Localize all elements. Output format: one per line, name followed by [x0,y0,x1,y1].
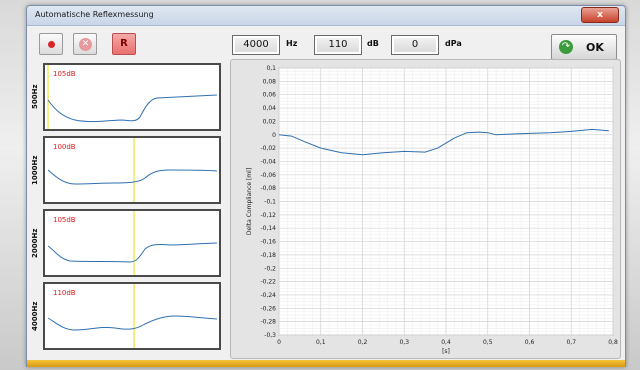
y-tick-label: -0,06 [260,172,276,179]
mini-plot-level: 110dB [53,289,76,297]
progress-bar [27,360,625,367]
y-tick-label: -0,08 [260,185,276,192]
pressure-display: 0 [391,35,439,55]
mini-plot-1000hz: 100dB [43,136,221,204]
ok-arrow-icon: ↷ [559,40,573,54]
mini-plot-1000hz-svg [47,138,218,202]
x-tick-label: 0,5 [483,339,493,346]
x-tick-label: 0,3 [399,339,409,346]
ok-label: OK [586,41,604,54]
pressure-unit: dPa [445,39,462,48]
frequency-display: 4000 [232,35,280,55]
stop-icon: ✕ [79,38,92,51]
y-tick-label: 0,04 [263,105,277,112]
mini-plot-500hz-svg [47,65,218,129]
record-button[interactable] [39,33,63,55]
y-tick-label: -0,12 [260,212,276,219]
mini-plot-2000hz: 105dB [43,209,221,277]
reflex-measurement-window: Automatische Reflexmessung x ✕ R 4000 Hz… [26,5,626,367]
close-button[interactable]: x [581,7,619,23]
mini-plot-level: 105dB [53,70,76,78]
mini-plot-2000hz-svg [47,211,218,275]
y-tick-label: -0,16 [260,239,276,246]
mini-plot-label-2000hz: 2000Hz [31,228,39,258]
y-tick-label: 0 [272,132,276,139]
r-button[interactable]: R [112,33,136,55]
mini-plot-label-4000hz: 4000Hz [31,301,39,331]
main-chart-panel: 0 0,1 0,2 0,3 0,4 0,5 0,6 0,7 0,8 0,1 0,08 0,06 0,04… [230,59,621,359]
mini-plot-4000hz-svg [47,284,218,348]
delta-compliance-chart: 0 0,1 0,2 0,3 0,4 0,5 0,6 0,7 0,8 0,1 0,08 0,06 0,04… [246,65,618,355]
mini-plot-level: 100dB [53,143,76,151]
delta-compliance-line [278,128,609,156]
y-tick-label: -0,26 [260,305,276,312]
x-tick-label: 0 [277,339,281,346]
x-tick-label: 0,4 [441,339,451,346]
y-tick-label: 0,06 [263,92,277,99]
x-tick-label: 0,8 [608,339,618,346]
frequency-unit: Hz [286,39,298,48]
x-axis-label: [s] [442,348,450,355]
mini-plot-500hz: 105dB [43,63,221,131]
level-unit: dB [367,39,379,48]
mini-plot-4000hz: 110dB [43,282,221,350]
r-button-label: R [120,38,128,49]
mini-plot-level: 105dB [53,216,76,224]
y-tick-label: 0,1 [266,65,276,72]
stop-button[interactable]: ✕ [73,33,97,55]
level-display: 110 [314,35,362,55]
y-axis-label: Delta Compliance [ml] [246,168,253,235]
x-tick-label: 0,2 [358,339,368,346]
y-tick-label: -0,14 [260,225,276,232]
x-tick-label: 0,6 [525,339,535,346]
y-tick-label: -0,22 [260,279,276,286]
y-tick-label: -0,24 [260,292,276,299]
x-tick-label: 0,1 [316,339,326,346]
mini-plot-label-500hz: 500Hz [31,84,39,110]
mini-plot-label-1000hz: 1000Hz [31,155,39,185]
y-tick-label: -0,2 [264,265,276,272]
y-tick-label: -0,28 [260,319,276,326]
y-tick-label: -0,3 [264,332,276,339]
y-tick-label: -0,04 [260,158,276,165]
title-bar: Automatische Reflexmessung x [27,6,625,26]
window-title: Automatische Reflexmessung [35,10,154,19]
y-tick-label: -0,1 [264,199,276,206]
record-dot-icon [48,41,55,48]
ok-button[interactable]: ↷ OK [551,34,617,60]
y-tick-label: 0,08 [263,78,277,85]
y-tick-label: 0,02 [263,118,277,125]
x-tick-label: 0,7 [566,339,576,346]
y-tick-label: -0,02 [260,145,276,152]
y-tick-label: -0,18 [260,252,276,259]
